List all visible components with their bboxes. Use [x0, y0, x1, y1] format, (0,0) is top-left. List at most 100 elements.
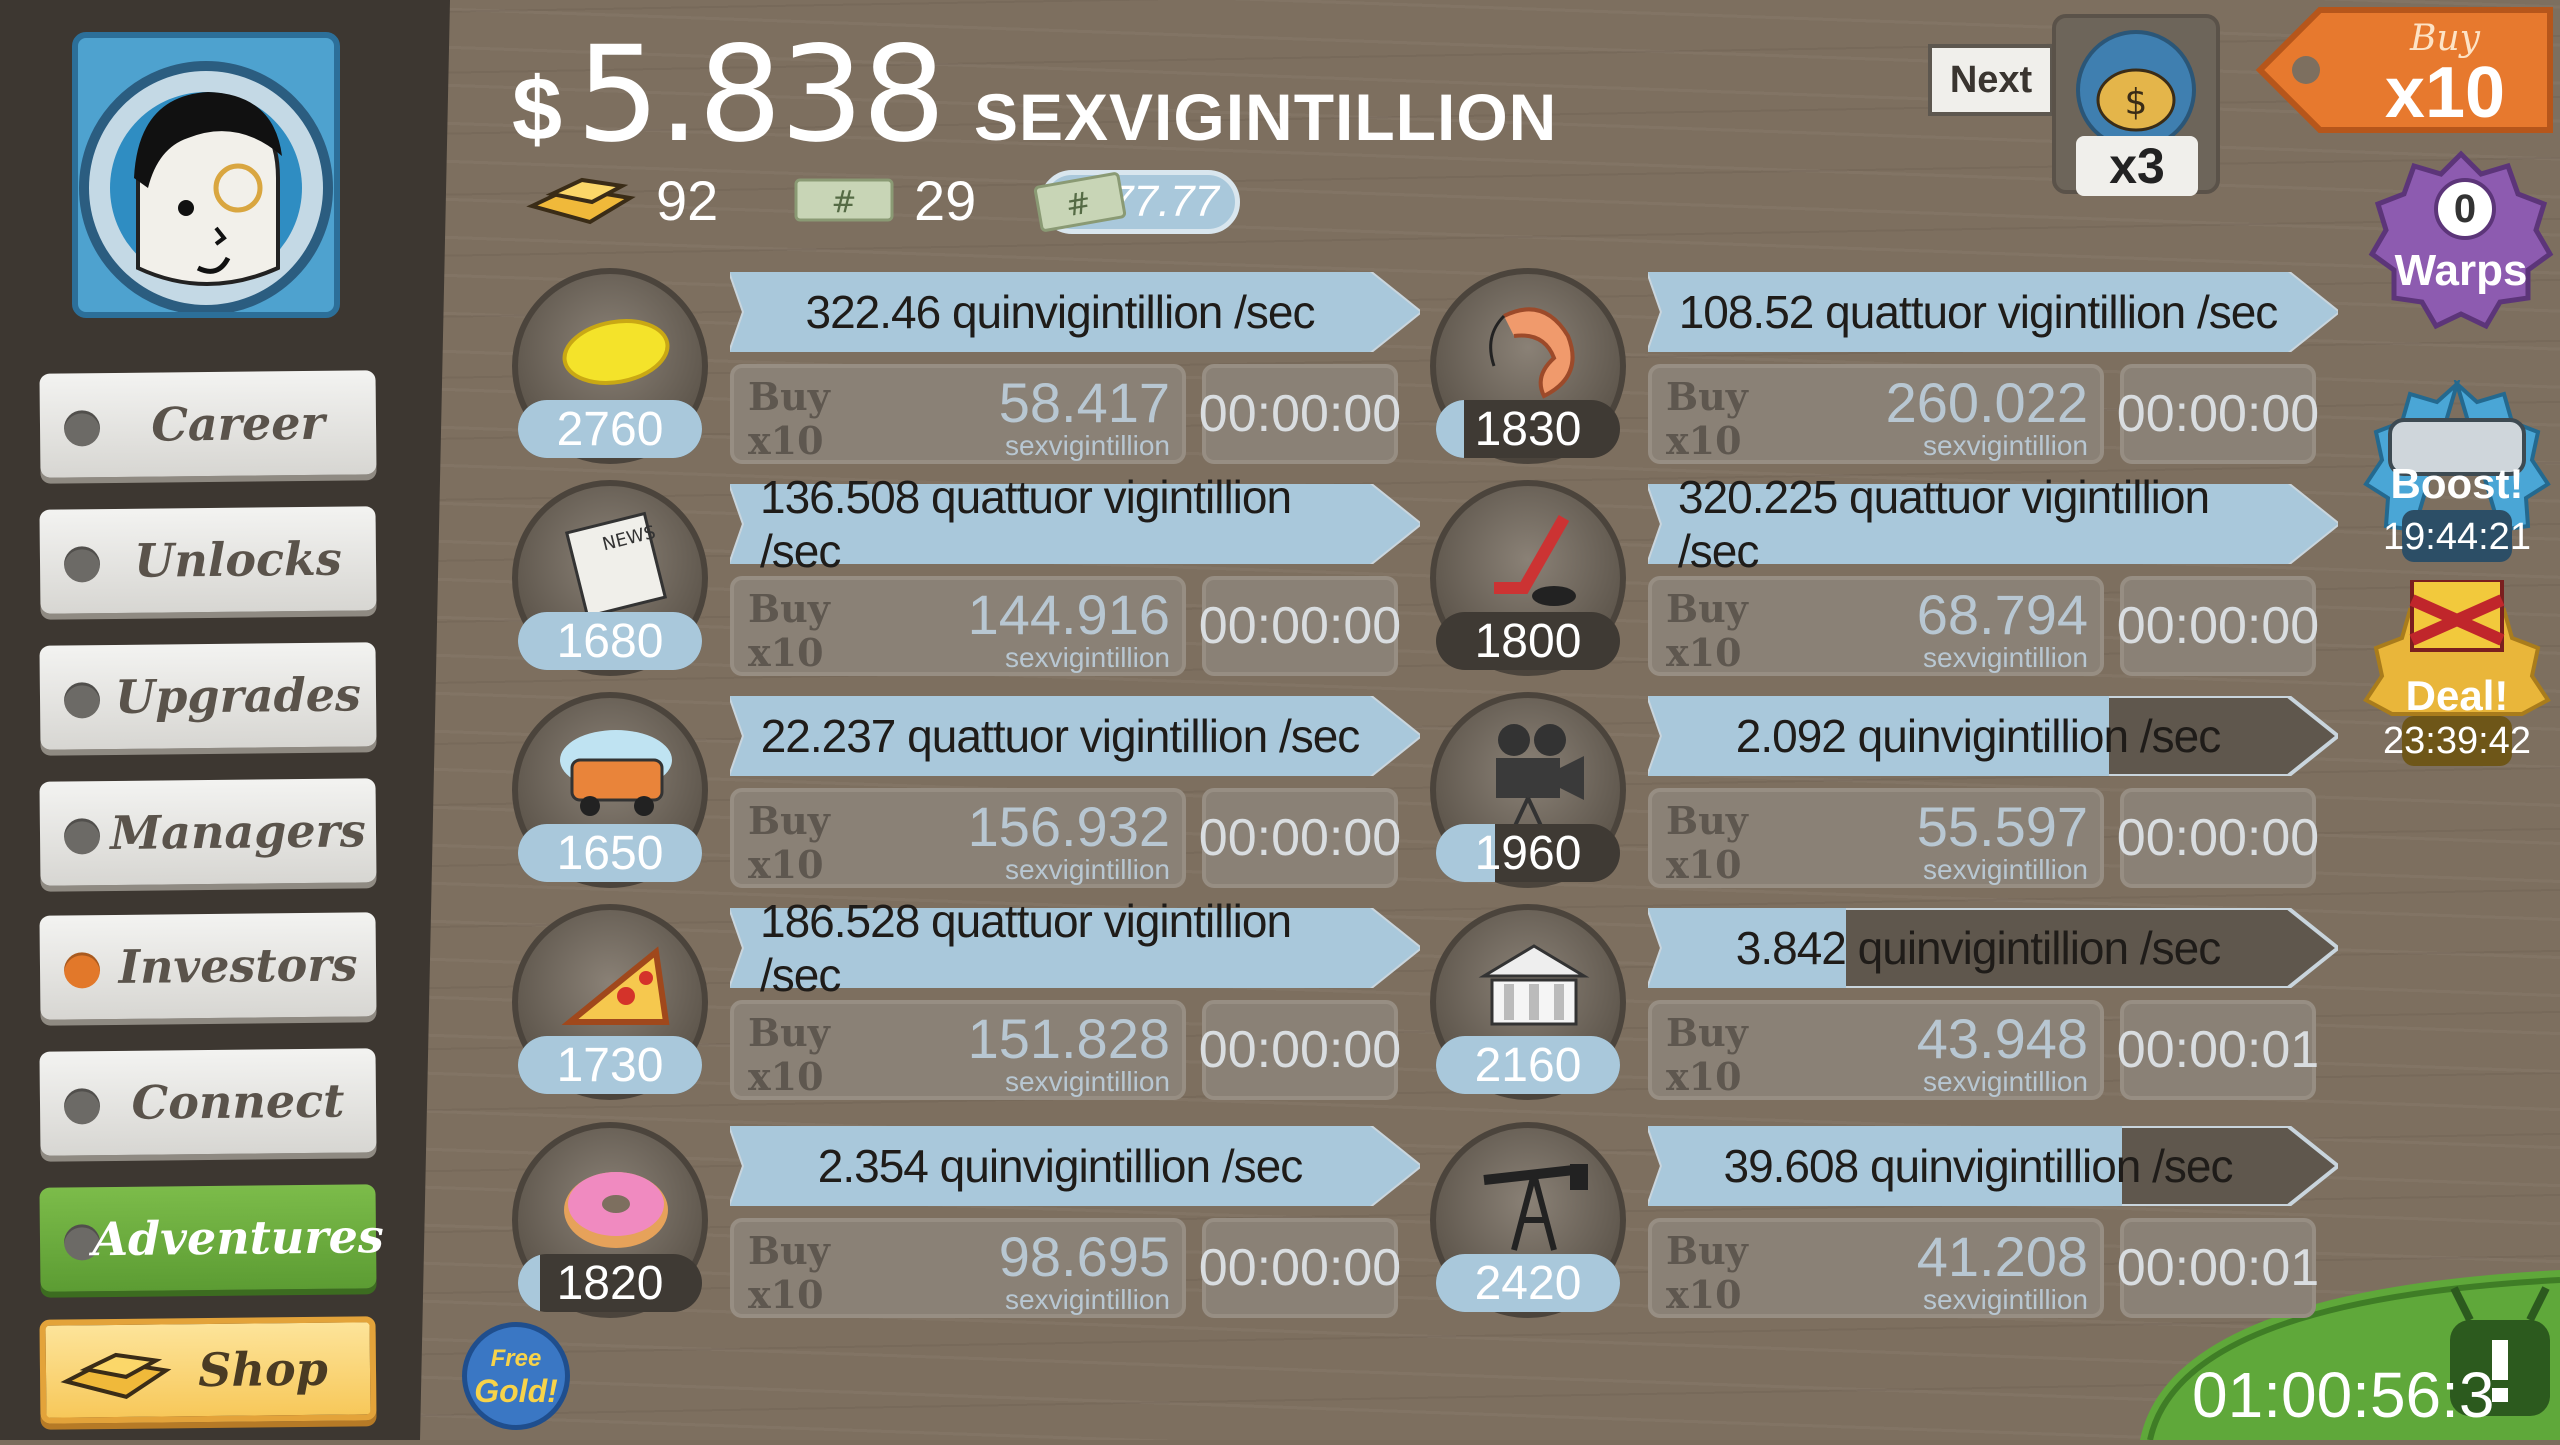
next-label-box[interactable]: Next — [1928, 44, 2054, 116]
buy-button[interactable]: Buy x10 260.022 sexvigintillion — [1648, 364, 2104, 464]
owned-progress-fill — [518, 400, 702, 458]
business-timer: 00:00:00 — [1199, 788, 1401, 888]
tv-reward-panel[interactable]: 01:00:56:3 — [2140, 1270, 2560, 1441]
buy-cost-unit: sexvigintillion — [1923, 430, 2088, 461]
tv-icon — [2140, 1270, 2560, 1441]
gold-stat[interactable]: 92 — [526, 166, 718, 234]
warps-badge[interactable]: 0 Warps — [2368, 150, 2554, 336]
connect-button[interactable]: Connect — [39, 1048, 377, 1156]
revenue-bar[interactable]: 136.508 quattuor vigintillion /sec — [730, 471, 1420, 577]
buy-cost: 260.022 — [1885, 371, 2088, 434]
buy-label: Buy — [1666, 1010, 1748, 1055]
upgrades-button[interactable]: Upgrades — [39, 642, 377, 750]
owned-count: 1820 — [556, 1256, 664, 1310]
boost-label: Boost! — [2390, 460, 2524, 507]
owned-progress-fill — [518, 1254, 541, 1312]
player-avatar[interactable] — [72, 32, 340, 318]
revenue-bar[interactable]: 322.46 quinvigintillion /sec — [730, 272, 1420, 352]
managers-label: Managers — [109, 803, 367, 861]
buy-mode-button[interactable]: Buy x10 — [2250, 0, 2560, 150]
warps-count: 0 — [2434, 178, 2496, 240]
revenue-bar[interactable]: 3.842 quinvigintillion /sec — [1648, 908, 2338, 988]
revenue-bar[interactable]: 320.225 quattuor vigintillion /sec — [1648, 471, 2338, 577]
buy-button[interactable]: Buy x10 144.916 sexvigintillion — [730, 576, 1186, 676]
revenue-text: 136.508 quattuor vigintillion /sec — [760, 471, 1292, 577]
managers-button[interactable]: Managers — [39, 778, 377, 886]
oil-rig-icon — [1474, 1150, 1594, 1260]
adventures-button[interactable]: Adventures — [39, 1184, 384, 1292]
unlocks-button[interactable]: Unlocks — [39, 506, 377, 614]
revenue-arrow-shape — [730, 272, 1420, 352]
newspaper-icon: NEWS — [556, 508, 676, 619]
donut-icon — [556, 1150, 676, 1260]
revenue-bar[interactable]: 186.528 quattuor vigintillion /sec — [730, 895, 1420, 1001]
career-button[interactable]: Career — [39, 370, 377, 478]
buy-label: Buy — [748, 374, 830, 419]
buy-label: Buy — [748, 1228, 830, 1273]
owned-count-bar: 1820 — [518, 1254, 702, 1312]
revenue-text: 3.842 quinvigintillion /sec — [1735, 922, 2221, 974]
buy-button[interactable]: Buy x10 58.417 sexvigintillion — [730, 364, 1186, 464]
svg-text:#: # — [1063, 185, 1094, 224]
owned-count-bar: 2160 — [1436, 1036, 1620, 1094]
free-gold-button[interactable]: Free Gold! — [462, 1322, 570, 1430]
revenue-bar[interactable]: 2.092 quinvigintillion /sec — [1648, 696, 2338, 776]
owned-progress-fill — [1436, 824, 1495, 882]
owned-count-bar: 2420 — [1436, 1254, 1620, 1312]
owned-progress-fill — [518, 1036, 702, 1094]
career-label: Career — [151, 395, 325, 452]
revenue-bar[interactable]: 22.237 quattuor vigintillion /sec — [730, 696, 1420, 776]
owned-count-bar: 1960 — [1436, 824, 1620, 882]
buy-button[interactable]: Buy x10 68.794 sexvigintillion — [1648, 576, 2104, 676]
next-multiplier-value: x3 — [2109, 138, 2165, 194]
buy-button[interactable]: Buy x10 98.695 sexvigintillion — [730, 1218, 1186, 1318]
owned-progress-fill — [1436, 400, 1464, 458]
buy-quantity: x10 — [1666, 418, 1742, 463]
revenue-arrow-shape — [1648, 696, 2338, 776]
buy-quantity: x10 — [748, 630, 824, 675]
megabucks-count: 29 — [914, 168, 977, 232]
revenue-bar[interactable]: 39.608 quinvigintillion /sec — [1648, 1126, 2338, 1206]
buy-cost-unit: sexvigintillion — [1923, 642, 2088, 673]
buy-quantity: x10 — [1666, 630, 1742, 675]
buy-button[interactable]: Buy x10 43.948 sexvigintillion — [1648, 1000, 2104, 1100]
business-row-4: 1800 320.225 quattuor vigintillion /sec … — [1430, 471, 2350, 680]
business-timer: 00:00:01 — [2117, 1000, 2319, 1100]
megabucks-stat[interactable]: # 29 — [794, 166, 976, 234]
price-tag-icon — [2255, 7, 2553, 133]
owned-count: 2760 — [556, 402, 664, 456]
buy-cost: 43.948 — [1916, 1007, 2088, 1070]
buy-cost: 68.794 — [1916, 583, 2088, 646]
revenue-arrow-shape — [730, 908, 1420, 988]
business-row-8: 2160 3.842 quinvigintillion /sec Buy x10… — [1430, 904, 2350, 1104]
revenue-text: 22.237 quattuor vigintillion /sec — [760, 710, 1361, 762]
megabucks-bill-icon: # — [1033, 172, 1127, 232]
deal-button[interactable]: Deal! 23:39:42 — [2362, 578, 2552, 768]
buy-button[interactable]: Buy x10 41.208 sexvigintillion — [1648, 1218, 2104, 1318]
business-timer: 00:00:00 — [1199, 1218, 1401, 1318]
buy-mode-label: Buy — [2410, 18, 2480, 59]
buy-button[interactable]: Buy x10 151.828 sexvigintillion — [730, 1000, 1186, 1100]
owned-progress-fill — [1436, 1254, 1620, 1312]
buy-label: Buy — [748, 586, 830, 631]
shop-button[interactable]: Shop — [39, 1316, 377, 1424]
pizza-icon — [556, 932, 676, 1042]
revenue-bar[interactable]: 2.354 quinvigintillion /sec — [730, 1126, 1420, 1206]
buy-cost-unit: sexvigintillion — [1923, 1066, 2088, 1097]
connect-indicator — [63, 1088, 101, 1125]
buy-cost: 55.597 — [1916, 795, 2088, 858]
revenue-bar[interactable]: 108.52 quattuor vigintillion /sec — [1648, 272, 2338, 352]
adventures-label: Adventures — [92, 1209, 384, 1267]
owned-count-bar: 1800 — [1436, 612, 1620, 670]
buy-button[interactable]: Buy x10 55.597 sexvigintillion — [1648, 788, 2104, 888]
boost-button[interactable]: Boost! 19:44:21 — [2362, 377, 2552, 568]
owned-count: 2420 — [1474, 1256, 1582, 1310]
owned-progress-fill — [518, 824, 702, 882]
revenue-text: 2.354 quinvigintillion /sec — [817, 1140, 1303, 1192]
revenue-arrow-shape — [730, 696, 1420, 776]
revenue-arrow-shape — [1648, 484, 2338, 564]
buy-button[interactable]: Buy x10 156.932 sexvigintillion — [730, 788, 1186, 888]
buy-label: Buy — [1666, 586, 1748, 631]
buy-quantity: x10 — [748, 1272, 824, 1317]
investors-button[interactable]: Investors — [39, 912, 377, 1020]
